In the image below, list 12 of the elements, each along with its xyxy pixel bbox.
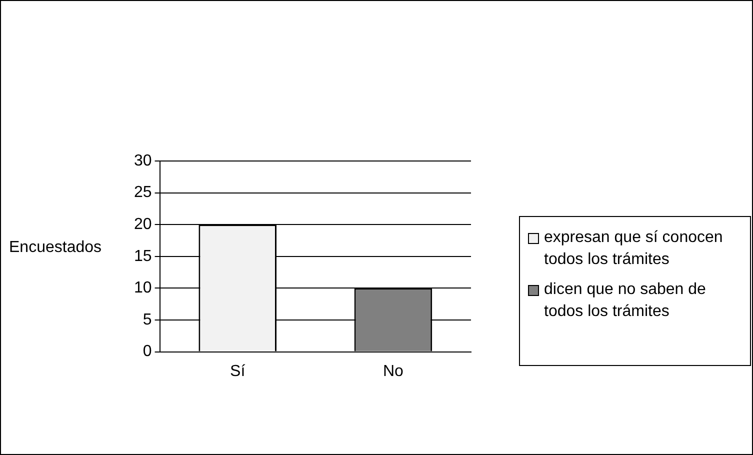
text: expresan que sí conocen todos los trámites [544, 228, 724, 270]
y-tick-label: 10 [134, 280, 152, 297]
y-tick-label: 15 [134, 248, 152, 265]
x-tick-label: Sí [230, 362, 246, 380]
y-tick-label: 30 [134, 152, 152, 170]
y-axis-title: Encuestados [9, 239, 102, 257]
y-tick-label: 20 [134, 216, 152, 234]
y-tick-label: 0 [142, 343, 152, 360]
y-tick-label: 5 [142, 311, 152, 328]
y-tick-label: 25 [134, 184, 152, 202]
legend-label: dicen que no saben de todos los trámites [544, 280, 707, 322]
x-tick-label: No [382, 362, 404, 380]
